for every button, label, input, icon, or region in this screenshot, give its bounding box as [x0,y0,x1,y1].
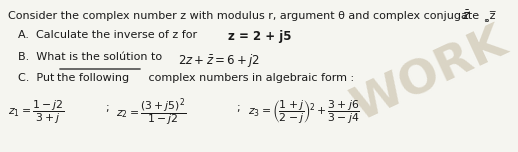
Text: $z_1 = \dfrac{1-j2}{3+j}$: $z_1 = \dfrac{1-j2}{3+j}$ [8,98,64,126]
Text: A.  Calculate the inverse of z for: A. Calculate the inverse of z for [18,30,197,40]
Text: WORK: WORK [346,20,514,130]
Text: Consider the complex number z with modulus r, argument θ and complex conjugate  : Consider the complex number z with modul… [8,10,496,21]
Text: $2z + \bar{z} = 6 + j2$: $2z + \bar{z} = 6 + j2$ [178,52,260,69]
Text: z = 2 + j5: z = 2 + j5 [228,30,292,43]
Text: $z_3 = \left(\dfrac{1+j}{2-j}\right)^{\!2} + \dfrac{3+j6}{3-j4}$: $z_3 = \left(\dfrac{1+j}{2-j}\right)^{\!… [248,98,360,126]
Text: B.  What is the solútion to: B. What is the solútion to [18,52,162,62]
Text: C.  Put: C. Put [18,73,58,83]
Text: $;$: $;$ [105,104,109,114]
Text: $;$: $;$ [236,104,240,114]
Text: complex numbers in algebraic form :: complex numbers in algebraic form : [145,73,354,83]
Text: $z_2 = \dfrac{(3+j5)^2}{1-j2}$: $z_2 = \dfrac{(3+j5)^2}{1-j2}$ [116,96,186,128]
Text: the following: the following [57,73,129,83]
Text: $\bar{z}$: $\bar{z}$ [462,10,470,23]
